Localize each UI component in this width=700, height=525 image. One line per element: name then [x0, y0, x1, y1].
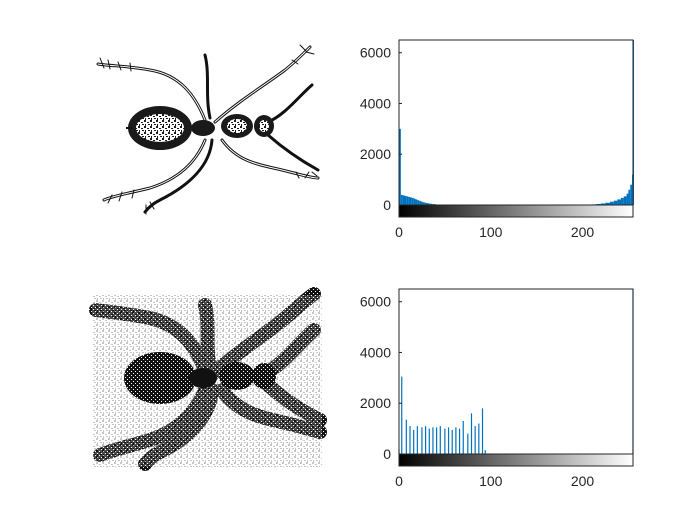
histogram-bottom: 0 2000 4000 6000 0 100 200	[360, 288, 634, 489]
histogram-bar	[415, 199, 418, 205]
y-tick-labels: 0 2000 4000 6000	[360, 45, 402, 213]
y-tick-label: 2000	[360, 146, 391, 162]
histogram-bar	[626, 193, 629, 205]
histogram-bar	[605, 202, 611, 205]
x-tick-label: 200	[571, 473, 595, 489]
histogram-bar	[404, 195, 407, 205]
histogram-bar	[623, 196, 627, 205]
histogram-bar	[429, 203, 433, 205]
histogram-bar	[413, 198, 416, 205]
histogram-bar	[411, 197, 414, 205]
histogram-bar	[630, 184, 633, 205]
histogram-bar	[421, 201, 423, 205]
histogram-bar	[417, 200, 420, 205]
plot-area	[399, 289, 633, 454]
y-tick-label: 6000	[360, 294, 391, 310]
y-tick-label: 4000	[360, 344, 391, 360]
x-tick-label: 0	[395, 473, 403, 489]
x-tick-label: 100	[479, 224, 503, 240]
histogram-bar	[617, 199, 622, 205]
histogram-bar	[410, 197, 412, 205]
y-tick-label: 6000	[360, 45, 391, 61]
y-tick-label: 4000	[360, 95, 391, 111]
histogram-bar	[426, 203, 430, 205]
grayscale-colorbar	[398, 204, 634, 218]
x-tick-labels: 0 100 200	[395, 473, 594, 489]
histogram-bar	[408, 196, 411, 205]
histogram-bar	[400, 194, 403, 205]
histogram-bar	[596, 203, 601, 205]
histogram-bar	[399, 128, 401, 205]
x-tick-label: 100	[479, 473, 503, 489]
histogram-bar	[419, 200, 422, 205]
ant-image-original	[96, 44, 320, 215]
histogram-bar	[402, 195, 405, 205]
y-tick-labels: 0 2000 4000 6000	[360, 294, 402, 462]
histogram-bar	[406, 196, 409, 205]
histogram-bar	[621, 197, 624, 205]
ant-image-quantized	[89, 287, 327, 471]
histogram-bar	[424, 202, 427, 205]
y-tick-label: 0	[383, 446, 391, 462]
x-tick-labels: 0 100 200	[395, 224, 594, 240]
histogram-bar	[600, 203, 606, 205]
plot-area	[399, 40, 633, 205]
histogram-bar	[610, 201, 614, 205]
y-tick-label: 2000	[360, 395, 391, 411]
y-tick-label: 0	[383, 197, 391, 213]
histogram-bar	[422, 202, 425, 205]
grayscale-colorbar	[398, 453, 634, 467]
x-tick-label: 200	[571, 224, 595, 240]
histogram-bar	[628, 189, 631, 205]
x-tick-label: 0	[395, 224, 403, 240]
histogram-bar	[613, 200, 618, 205]
histogram-top: 0 2000 4000 6000 0 100 200	[360, 39, 634, 240]
